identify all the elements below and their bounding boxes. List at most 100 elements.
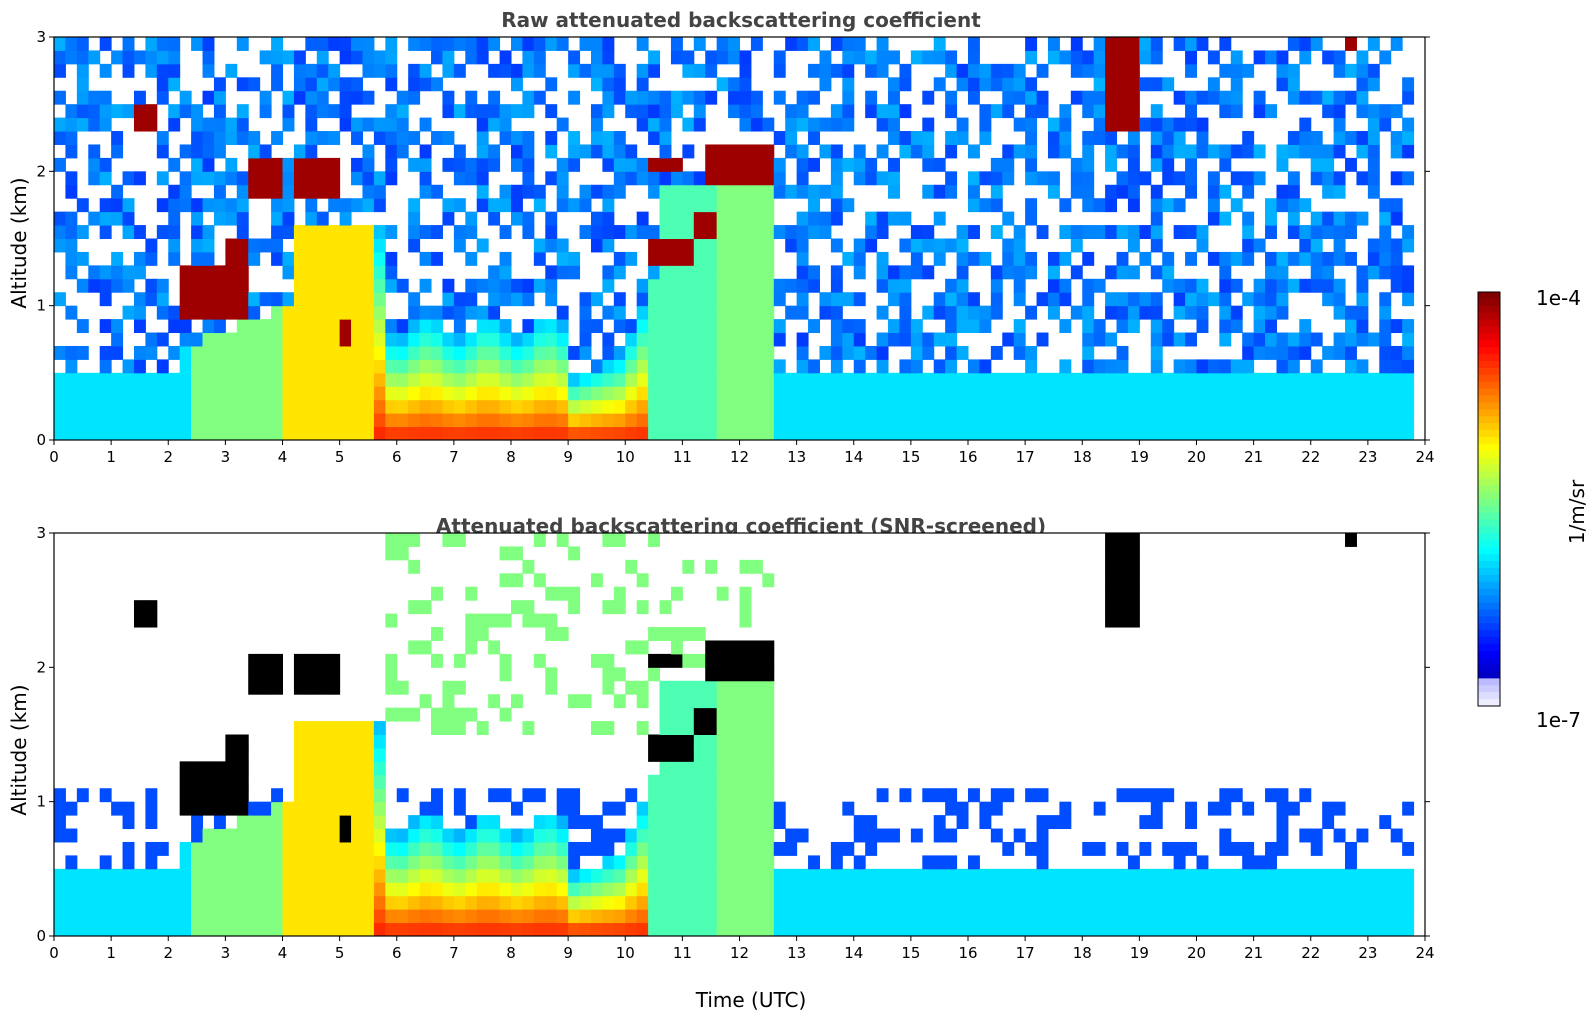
heatmap-cell <box>213 198 226 213</box>
heatmap-cell <box>670 627 683 641</box>
heatmap-cell <box>808 319 820 334</box>
heatmap-cell <box>945 345 958 360</box>
heatmap-cell <box>271 841 284 856</box>
heatmap-cell <box>88 909 101 924</box>
heatmap-cell <box>316 788 329 803</box>
heatmap-cell <box>568 801 581 816</box>
heatmap-cell <box>750 305 763 320</box>
heatmap-cell <box>796 37 809 51</box>
heatmap-cell <box>682 399 695 414</box>
heatmap-cell <box>465 613 478 628</box>
heatmap-cell <box>682 386 695 401</box>
heatmap-cell <box>339 37 352 51</box>
heatmap-cell <box>1367 332 1380 347</box>
heatmap-cell <box>762 868 775 883</box>
heatmap-cell <box>876 386 889 401</box>
heatmap-cell <box>213 359 226 374</box>
heatmap-cell <box>739 345 752 360</box>
heatmap-cell <box>373 251 386 266</box>
heatmap-cell <box>453 721 466 735</box>
heatmap-cell <box>1242 359 1255 374</box>
heatmap-cell <box>1265 882 1277 897</box>
heatmap-cell <box>1310 238 1323 253</box>
heatmap-cell <box>1207 882 1220 897</box>
heatmap-cell <box>1345 157 1357 172</box>
heatmap-cell <box>1265 211 1277 226</box>
heatmap-cell <box>442 211 455 226</box>
heatmap-cell <box>990 909 1003 924</box>
heatmap-cell <box>202 265 215 280</box>
heatmap-cell <box>968 922 980 937</box>
heatmap-cell <box>145 426 158 441</box>
colorbar-step <box>1478 630 1500 638</box>
heatmap-cell <box>716 50 729 65</box>
heatmap-cell <box>271 653 284 668</box>
heatmap-cell <box>362 895 375 910</box>
heatmap-cell <box>659 131 672 145</box>
heatmap-cell <box>693 184 706 199</box>
heatmap-cell <box>705 305 718 320</box>
heatmap-cell <box>750 413 763 428</box>
heatmap-cell <box>1013 77 1026 92</box>
heatmap-cell <box>819 305 832 320</box>
heatmap-cell <box>156 63 169 78</box>
heatmap-cell <box>236 828 249 843</box>
x-tick-label: 0 <box>49 448 59 466</box>
heatmap-cell <box>762 211 775 226</box>
heatmap-cell <box>271 184 284 199</box>
heatmap-cell <box>830 855 843 870</box>
heatmap-cell <box>213 319 226 334</box>
heatmap-cell <box>693 680 706 695</box>
heatmap-cell <box>956 895 969 910</box>
heatmap-cell <box>773 63 786 78</box>
heatmap-cell <box>1402 171 1415 186</box>
heatmap-cell <box>716 909 729 924</box>
heatmap-cell <box>316 653 329 668</box>
heatmap-cell <box>54 157 66 172</box>
heatmap-cell <box>1242 841 1255 856</box>
heatmap-cell <box>659 653 672 668</box>
heatmap-cell <box>796 238 809 253</box>
heatmap-cell <box>1139 386 1152 401</box>
heatmap-cell <box>1116 345 1129 360</box>
heatmap-cell <box>225 238 238 253</box>
heatmap-cell <box>373 332 386 347</box>
heatmap-cell <box>1230 278 1243 293</box>
heatmap-cell <box>168 225 181 239</box>
heatmap-cell <box>876 426 889 441</box>
heatmap-cell <box>328 104 341 119</box>
heatmap-cell <box>465 251 478 266</box>
heatmap-cell <box>1402 359 1415 374</box>
heatmap-cell <box>933 77 946 92</box>
heatmap-cell <box>1390 198 1403 213</box>
heatmap-cell <box>179 265 192 280</box>
heatmap-cell <box>362 305 375 320</box>
heatmap-cell <box>1310 37 1323 51</box>
heatmap-cell <box>750 640 763 655</box>
heatmap-cell <box>202 157 215 172</box>
heatmap-cell <box>373 895 386 910</box>
heatmap-cell <box>830 841 843 856</box>
heatmap-cell <box>590 909 603 924</box>
heatmap-cell <box>236 815 249 830</box>
heatmap-cell <box>750 251 763 266</box>
heatmap-cell <box>88 426 101 441</box>
heatmap-cell <box>830 238 843 253</box>
heatmap-cell <box>922 144 935 159</box>
heatmap-cell <box>259 157 272 172</box>
heatmap-cell <box>202 855 215 870</box>
heatmap-cell <box>1127 305 1140 320</box>
heatmap-cell <box>590 77 603 92</box>
heatmap-cell <box>659 90 672 105</box>
heatmap-cell <box>853 238 866 253</box>
heatmap-cell <box>990 828 1003 843</box>
heatmap-cell <box>739 251 752 266</box>
heatmap-cell <box>853 144 866 159</box>
heatmap-cell <box>271 909 284 924</box>
heatmap-cell <box>339 721 352 735</box>
heatmap-cell <box>511 278 523 293</box>
heatmap-cell <box>716 319 729 334</box>
heatmap-cell <box>659 882 672 897</box>
heatmap-cell <box>1047 868 1060 883</box>
heatmap-cell <box>408 131 421 145</box>
